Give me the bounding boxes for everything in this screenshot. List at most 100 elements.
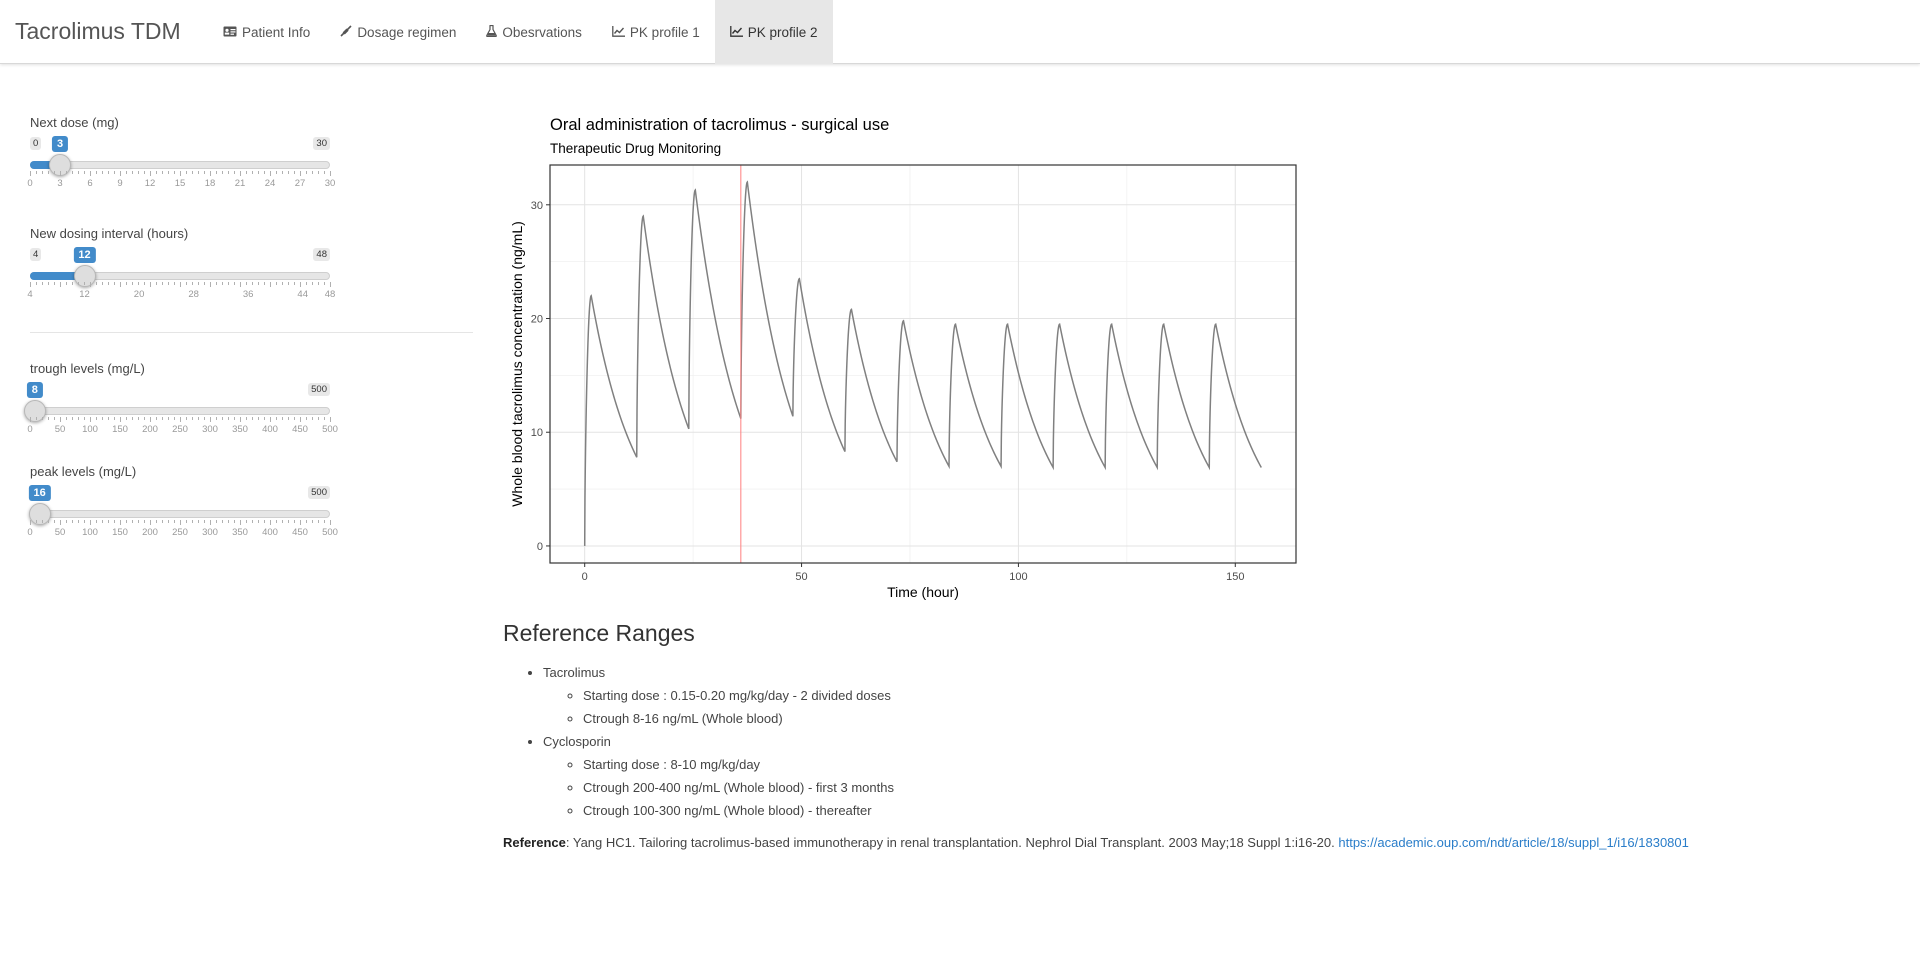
slider-tick-label: 150 — [112, 527, 128, 538]
slider-tick-mark — [324, 417, 325, 420]
slider-track[interactable] — [30, 510, 330, 518]
slider-tick-mark — [192, 417, 193, 420]
nav-tabs: Patient Info Dosage regimen Obesrvations… — [208, 0, 833, 64]
slider-tick-label: 150 — [112, 424, 128, 435]
slider-tick-mark — [66, 520, 67, 523]
slider-tick-label: 300 — [202, 424, 218, 435]
tab-observations[interactable]: Obesrvations — [471, 0, 597, 64]
slider-tick-mark — [246, 520, 247, 523]
slider-tick-mark — [96, 520, 97, 523]
slider-tick-label: 30 — [324, 178, 336, 189]
slider-tick-label: 200 — [142, 527, 158, 538]
slider-tick-mark — [270, 171, 271, 176]
slider-tick-mark — [114, 282, 115, 285]
y-tick-label: 30 — [531, 200, 543, 212]
tab-label: PK profile 1 — [629, 24, 700, 40]
id-card-icon — [223, 25, 242, 40]
slider-track[interactable] — [30, 161, 330, 169]
slider-tick-mark — [276, 282, 277, 285]
slider-handle[interactable] — [23, 400, 46, 422]
slider-handle[interactable] — [73, 265, 96, 287]
slider-tick-mark — [228, 282, 229, 285]
slider-tick-mark — [132, 417, 133, 420]
slider-tick-mark — [210, 282, 211, 287]
app-title[interactable]: Tacrolimus TDM — [15, 18, 181, 44]
slider-tick-mark — [210, 520, 211, 525]
slider-tick-label: 250 — [172, 527, 188, 538]
slider-tick-mark — [108, 282, 109, 285]
slider-handle[interactable] — [28, 503, 51, 525]
pk-profile-chart: Oral administration of tacrolimus - surg… — [509, 116, 1297, 600]
tab-pk-profile-2[interactable]: PK profile 2 — [714, 0, 833, 64]
slider-tick-mark — [180, 282, 181, 287]
slider-tick-mark — [42, 171, 43, 174]
y-tick-label: 0 — [537, 541, 543, 553]
slider-tick-mark — [168, 171, 169, 174]
slider-tick-label: 50 — [54, 527, 66, 538]
slider-tick-mark — [240, 171, 241, 176]
slider-value-badge: 16 — [28, 485, 51, 501]
slider-tick-mark — [264, 171, 265, 174]
slider-value-badge: 12 — [73, 247, 96, 263]
slider-tick-mark — [234, 282, 235, 285]
tab-pk-profile-1[interactable]: PK profile 1 — [597, 0, 715, 64]
slider-max-badge: 500 — [308, 486, 330, 499]
slider-tick-mark — [252, 282, 253, 285]
slider-tick-mark — [84, 282, 85, 285]
slider-tick-mark — [240, 520, 241, 525]
slider-tick-mark — [210, 171, 211, 176]
slider-tick-mark — [306, 282, 307, 285]
slider-tick-mark — [276, 417, 277, 420]
plot-border — [549, 164, 1297, 564]
slider-tick-label: 300 — [202, 527, 218, 538]
slider-tick-mark — [186, 282, 187, 285]
slider-tick-mark — [294, 171, 295, 174]
slider-tick-label: 4 — [27, 289, 33, 300]
tab-dosage-regimen[interactable]: Dosage regimen — [325, 0, 471, 64]
slider-tick-mark — [54, 171, 55, 174]
y-axis-ticks: 0 10 20 30 — [531, 200, 550, 553]
x-axis-label: Time (hour) — [887, 584, 959, 600]
slider-fill — [30, 161, 60, 169]
slider-tick-mark — [144, 417, 145, 420]
slider-tick-mark — [132, 520, 133, 523]
flask-icon — [486, 24, 502, 40]
slider-tick-mark — [90, 171, 91, 176]
slider-tick-mark — [114, 171, 115, 174]
slider-tick-mark — [204, 282, 205, 285]
slider-tick-mark — [186, 171, 187, 174]
slider-tick-mark — [72, 417, 73, 420]
slider-tick-mark — [216, 282, 217, 285]
slider-tick-mark — [84, 171, 85, 174]
slider-tick-mark — [312, 417, 313, 420]
slider-tick-mark — [42, 417, 43, 420]
slider-tick-mark — [120, 282, 121, 287]
slider-tick-mark — [192, 171, 193, 174]
tab-patient-info[interactable]: Patient Info — [208, 0, 325, 64]
slider-tick-mark — [222, 282, 223, 285]
list-item: Cyclosporin Starting dose : 8-10 mg/kg/d… — [543, 730, 1803, 822]
slider-tick-mark — [288, 282, 289, 285]
slider-tick-mark — [222, 417, 223, 420]
citation-label: Reference — [503, 835, 566, 850]
slider-track[interactable] — [30, 407, 330, 415]
slider-tick-mark — [252, 520, 253, 523]
slider-tick-label: 18 — [204, 178, 216, 189]
slider-tick-mark — [204, 171, 205, 174]
slider-tick-mark — [294, 417, 295, 420]
slider-tick-label: 50 — [54, 424, 66, 435]
slider-tick-mark — [48, 417, 49, 420]
slider-tick-label: 9 — [117, 178, 123, 189]
slider-tick-mark — [144, 520, 145, 523]
slider-tick-mark — [60, 171, 61, 176]
slider-tick-mark — [60, 520, 61, 525]
list-item: Starting dose : 0.15-0.20 mg/kg/day - 2 … — [583, 684, 1803, 707]
slider-tick-label: 24 — [264, 178, 276, 189]
slider-tick-mark — [30, 520, 31, 525]
citation-link[interactable]: https://academic.oup.com/ndt/article/18/… — [1338, 835, 1689, 850]
slider-tick-mark — [108, 171, 109, 174]
slider-tick-mark — [108, 417, 109, 420]
slider-tick-mark — [204, 417, 205, 420]
slider-tick-label: 28 — [188, 289, 199, 300]
slider-tick-mark — [318, 520, 319, 523]
